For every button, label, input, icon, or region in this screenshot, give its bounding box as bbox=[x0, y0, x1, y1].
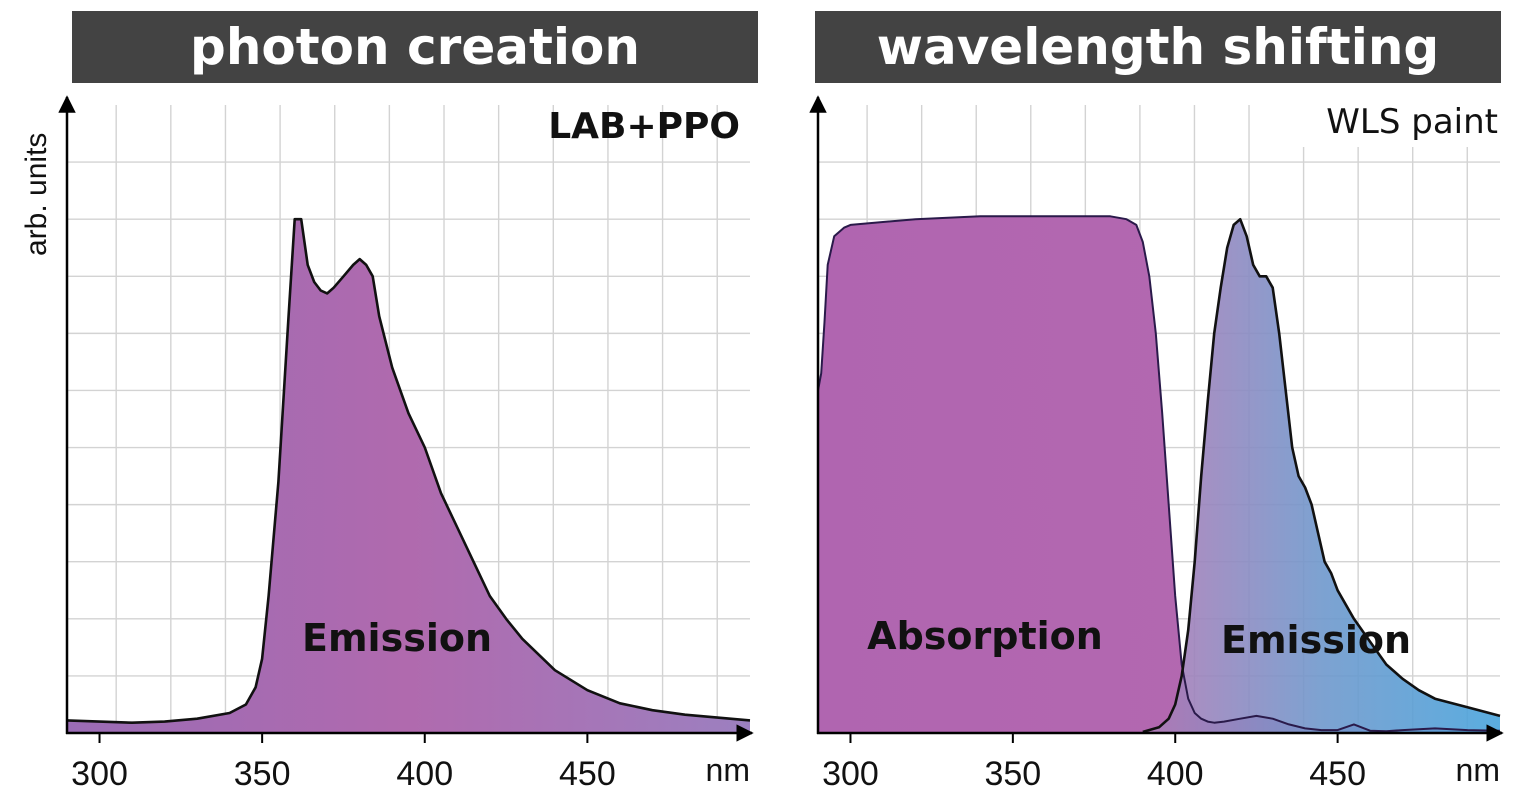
series-line-emission bbox=[1142, 217, 1501, 734]
panel-left-title: photon creation bbox=[72, 11, 758, 83]
x-tick-label: 400 bbox=[1147, 755, 1204, 793]
x-tick-label: 400 bbox=[396, 755, 453, 793]
y-axis-label-text: arb. units bbox=[20, 133, 53, 256]
y-axis-label: arb. units bbox=[20, 133, 53, 256]
series-label-emission: Emission bbox=[1221, 618, 1411, 662]
series-label-absorption: Absorption bbox=[867, 614, 1103, 658]
series-area-emission bbox=[67, 219, 750, 733]
panel-label-box bbox=[1284, 101, 1498, 147]
series-line-emission bbox=[66, 217, 751, 724]
panel-label: WLS paint bbox=[1326, 102, 1498, 142]
x-axis-unit: nm bbox=[706, 752, 750, 788]
x-tick-label: 450 bbox=[559, 755, 616, 793]
x-axis-unit: nm bbox=[1456, 752, 1500, 788]
panel-right-title: wavelength shifting bbox=[815, 11, 1501, 83]
panel-right-title-text: wavelength shifting bbox=[876, 18, 1440, 76]
x-tick-label: 300 bbox=[822, 755, 879, 793]
series-label-emission: Emission bbox=[302, 616, 492, 660]
series-line-absorption bbox=[817, 215, 1501, 733]
x-tick-label: 300 bbox=[71, 755, 128, 793]
series-area-emission bbox=[1142, 219, 1500, 733]
panel-left-title-text: photon creation bbox=[190, 18, 640, 76]
x-tick-label: 350 bbox=[234, 755, 291, 793]
panel-right-chart: 300 350 400 450 nm WLS paint Absorption Emissio… bbox=[809, 95, 1504, 793]
panel-left-chart: 300 350 400 450 nm LAB+PPO Emission bbox=[58, 95, 754, 793]
series-area-absorption bbox=[818, 216, 1500, 734]
x-tick-label: 350 bbox=[984, 755, 1041, 793]
panel-label: LAB+PPO bbox=[548, 106, 740, 147]
x-tick-label: 450 bbox=[1309, 755, 1366, 793]
